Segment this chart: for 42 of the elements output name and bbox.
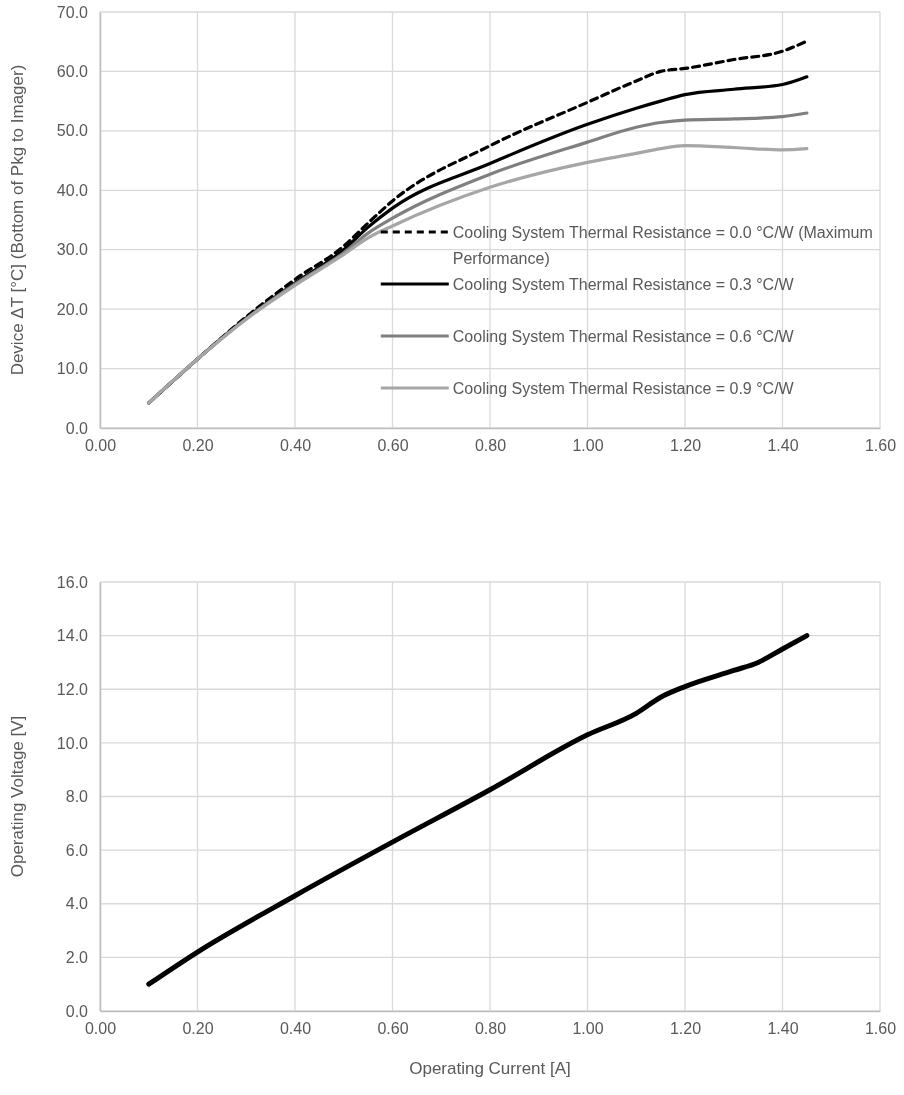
x-tick-label: 0.20	[182, 437, 214, 455]
x-tick-label: 0.40	[279, 437, 312, 455]
x-tick-label: 1.20	[669, 1020, 702, 1038]
y-tick-label: 14.0	[56, 627, 89, 645]
legend-label: Cooling System Thermal Resistance = 0.0 °C/W (Maximum Performance)	[452, 224, 873, 267]
y-tick-label: 0.0	[65, 419, 89, 437]
y-tick-label: 12.0	[56, 680, 89, 698]
y-tick-label: 2.0	[65, 948, 89, 966]
y-tick-label: 10.0	[56, 734, 89, 752]
legend-label: Cooling System Thermal Resistance = 0.3 °C/W	[452, 276, 795, 293]
y-tick-label: 6.0	[65, 841, 89, 859]
x-tick-label: 0.80	[474, 1020, 507, 1038]
y-tick-label: 60.0	[56, 63, 89, 81]
x-tick-label: 1.00	[572, 437, 604, 455]
y-tick-label: 10.0	[56, 360, 89, 378]
legend-label: Cooling System Thermal Resistance = 0.9 °C/W	[452, 380, 795, 397]
x-tick-label: 1.20	[669, 437, 702, 455]
legend-label: Cooling System Thermal Resistance = 0.6 °C/W	[452, 328, 795, 345]
y-tick-label: 30.0	[56, 241, 89, 259]
y-tick-label: 70.0	[56, 3, 89, 21]
x-tick-label: 1.00	[572, 1020, 604, 1038]
y-tick-label: 4.0	[65, 895, 89, 913]
x-tick-label: 1.40	[767, 1020, 799, 1038]
y-tick-label: 50.0	[56, 122, 89, 140]
x-tick-label: 0.80	[474, 437, 507, 455]
y-tick-label: 16.0	[56, 573, 89, 591]
x-tick-label: 0.00	[84, 1020, 117, 1038]
x-tick-label: 0.40	[279, 1020, 312, 1038]
x-tick-label: 0.20	[182, 1020, 214, 1038]
x-tick-label: 1.60	[864, 437, 897, 455]
y-tick-label: 8.0	[65, 788, 89, 806]
y-tick-label: 20.0	[56, 300, 89, 318]
x-tick-label: 0.00	[84, 437, 117, 455]
x-axis-title: Operating Current [A]	[409, 1059, 571, 1078]
y-tick-label: 40.0	[56, 181, 89, 199]
x-tick-label: 1.60	[864, 1020, 897, 1038]
y-tick-label: 0.0	[65, 1002, 89, 1020]
x-tick-label: 1.40	[767, 437, 799, 455]
y-axis-title: Operating Voltage [V]	[8, 715, 27, 878]
x-tick-label: 0.60	[377, 437, 409, 455]
x-tick-label: 0.60	[377, 1020, 409, 1038]
y-axis-title: Device ΔT [°C] (Bottom of Pkg to Imager)	[8, 64, 27, 376]
